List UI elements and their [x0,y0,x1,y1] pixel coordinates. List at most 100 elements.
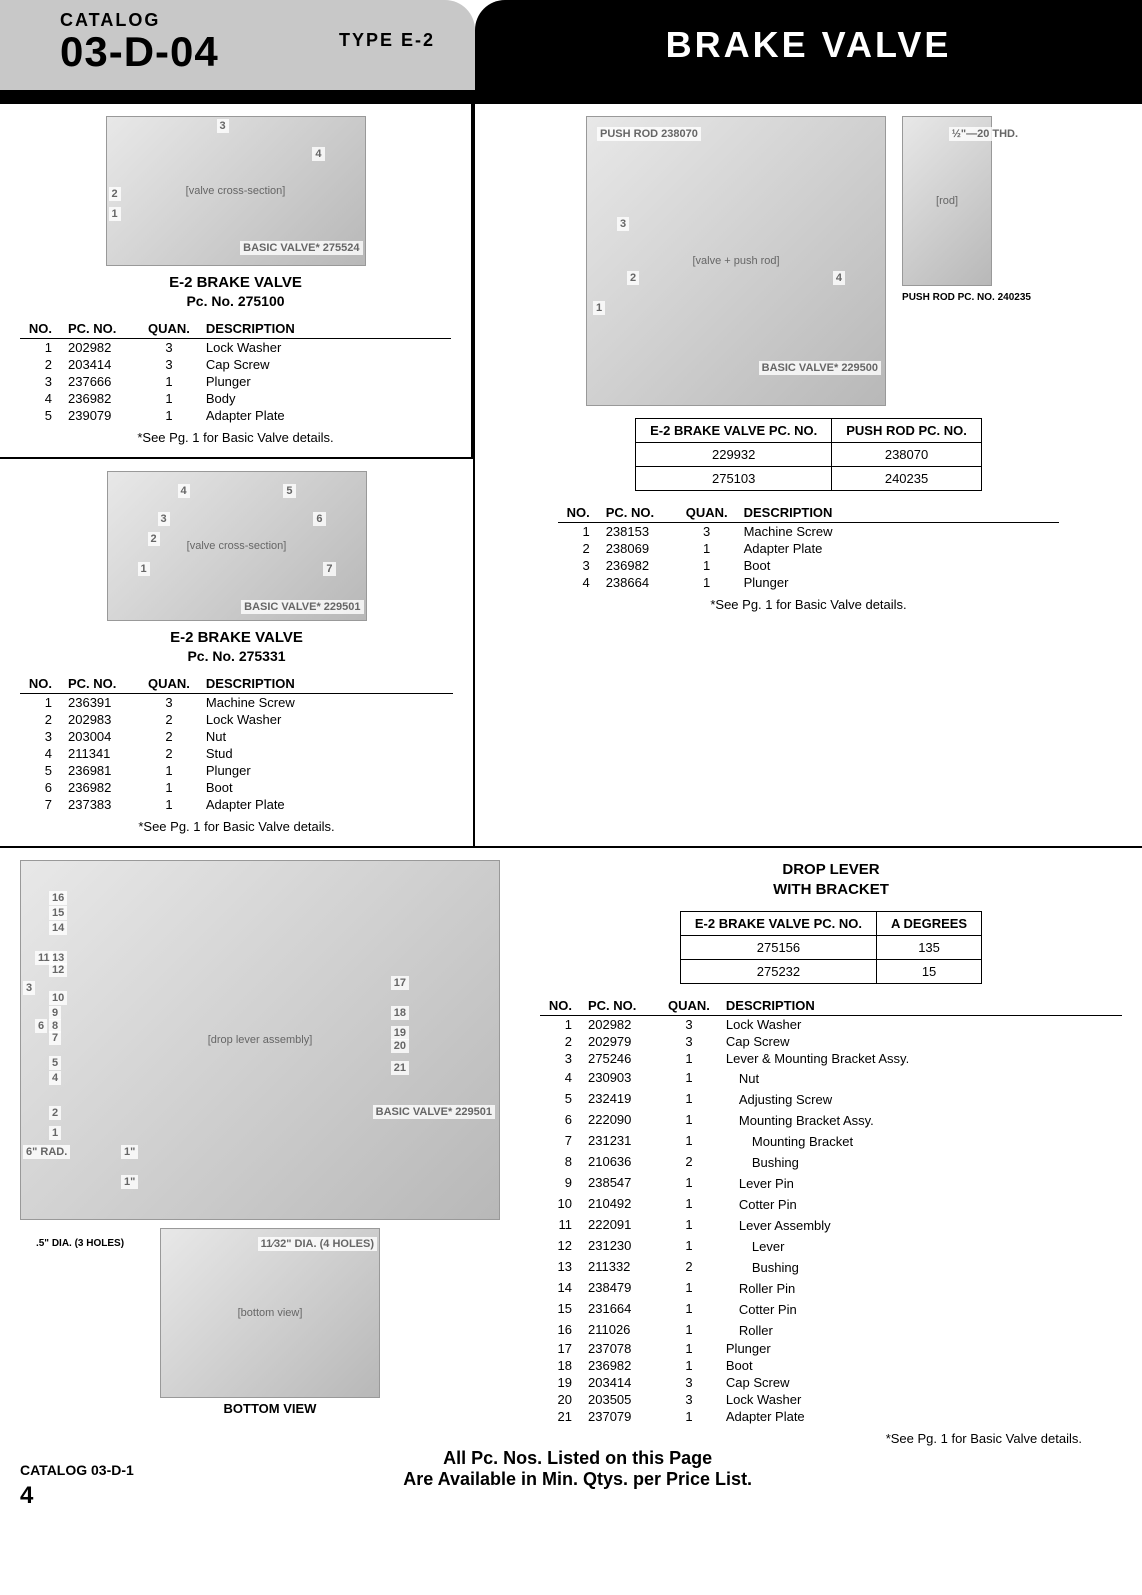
footer-note-1: All Pc. Nos. Listed on this Page [33,1448,1122,1469]
cell-no: 3 [558,557,598,574]
cell: 275232 [680,960,876,984]
table-row: 22034143Cap Screw [20,356,451,373]
section-1: 1 2 3 4 BASIC VALVE* 275524 [valve cross… [0,104,473,459]
cell-qty: 1 [140,373,198,390]
left-column: 1 2 3 4 BASIC VALVE* 275524 [valve cross… [0,104,475,846]
cell-desc: Plunger [198,373,451,390]
cell-pc: 239079 [60,407,140,424]
cell-no: 15 [540,1298,580,1319]
cell-no: 2 [20,356,60,373]
section-4: 3 16 15 14 13 12 11 10 9 8 7 6 5 4 2 1 1… [0,848,1142,1458]
cell-pc: 231664 [580,1298,660,1319]
table-row: 42386641Plunger [558,574,1060,591]
table-row: 22380691Adapter Plate [558,540,1060,557]
table-row: 52390791Adapter Plate [20,407,451,424]
section-1-title: E-2 BRAKE VALVE [20,274,451,291]
cell-qty: 1 [660,1408,718,1425]
diagram-valve-2: 1 2 3 4 5 6 7 BASIC VALVE* 229501 [valve… [107,471,367,621]
cell-desc: Lever & Mounting Bracket Assy. [718,1050,1122,1067]
cell-pc: 236982 [60,779,140,796]
cell-pc: 231231 [580,1130,660,1151]
cell-no: 3 [20,728,60,745]
type-label: TYPE E-2 [339,30,435,51]
section-3: PUSH ROD 238070 1 2 3 4 BASIC VALVE* 229… [475,104,1142,846]
table-row: 12029823Lock Washer [540,1016,1122,1034]
diagram-valve-1: 1 2 3 4 BASIC VALVE* 275524 [valve cross… [106,116,366,266]
cell-desc: Nut [198,728,453,745]
table-row: 22029832Lock Washer [20,711,453,728]
cell-desc: Machine Screw [198,694,453,712]
cell-no: 1 [20,694,60,712]
cell-qty: 2 [140,711,198,728]
table-row: 42113412Stud [20,745,453,762]
cell-qty: 3 [140,356,198,373]
cell-no: 2 [558,540,598,557]
bottom-view-label: BOTTOM VIEW [160,1402,380,1416]
cell: 229932 [636,443,832,467]
cell-desc: Lock Washer [198,339,451,357]
cell-no: 9 [540,1172,580,1193]
cell-no: 16 [540,1319,580,1340]
th-qty: QUAN. [678,503,736,523]
section-3-table: NO. PC. NO. QUAN. DESCRIPTION 12381533Ma… [558,503,1060,591]
th-rod-pcno: PUSH ROD PC. NO. [832,419,982,443]
cell-pc: 210636 [580,1151,660,1172]
page-title: BRAKE VALVE [666,24,952,66]
cell-qty: 3 [660,1391,718,1408]
header-right: BRAKE VALVE [475,0,1142,90]
diagram-drop-lever: 3 16 15 14 13 12 11 10 9 8 7 6 5 4 2 1 1… [20,860,500,1220]
cell-pc: 232419 [580,1088,660,1109]
cell-no: 7 [20,796,60,813]
table-row: 32752461Lever & Mounting Bracket Assy. [540,1050,1122,1067]
cell-desc: Body [198,390,451,407]
cell-pc: 203414 [580,1374,660,1391]
cell-qty: 3 [678,523,736,541]
table-row: 62220901 Mounting Bracket Assy. [540,1109,1122,1130]
page-number: 4 [20,1482,33,1510]
table-row: 52369811Plunger [20,762,453,779]
cell-desc: Stud [198,745,453,762]
cell-desc: Lever Pin [718,1172,1122,1193]
th-no: NO. [540,996,580,1016]
table-row: 202035053Lock Washer [540,1391,1122,1408]
cell-qty: 1 [660,1088,718,1109]
cell-desc: Lock Washer [198,711,453,728]
th-pc: PC. NO. [60,674,140,694]
cell-qty: 1 [660,1298,718,1319]
cell-no: 13 [540,1256,580,1277]
cell-desc: Boot [718,1357,1122,1374]
section-4-data: DROP LEVER WITH BRACKET E-2 BRAKE VALVE … [540,860,1122,1446]
cell-desc: Adjusting Screw [718,1088,1122,1109]
cell-qty: 1 [660,1340,718,1357]
table-row: 62369821Boot [20,779,453,796]
cell-no: 4 [20,745,60,762]
table-row: 32369821Boot [558,557,1060,574]
cell-no: 18 [540,1357,580,1374]
section-2: 1 2 3 4 5 6 7 BASIC VALVE* 229501 [valve… [0,459,473,846]
table-row: 72373831Adapter Plate [20,796,453,813]
cell-pc: 211332 [580,1256,660,1277]
table-row: 152316641 Cotter Pin [540,1298,1122,1319]
table-row: 92385471 Lever Pin [540,1172,1122,1193]
cell-qty: 1 [678,574,736,591]
cell-desc: Boot [736,557,1060,574]
table-row: 42369821Body [20,390,451,407]
table-row: 112220911 Lever Assembly [540,1214,1122,1235]
divider-bar [0,90,1142,104]
th-qty: QUAN. [140,674,198,694]
table-row: 275103240235 [636,467,982,491]
cell-pc: 236982 [60,390,140,407]
th-pc: PC. NO. [580,996,660,1016]
table-row: 142384791 Roller Pin [540,1277,1122,1298]
diagram-bottom-view: 11⁄32" DIA. (4 HOLES) [bottom view] [160,1228,380,1398]
cell-qty: 2 [660,1256,718,1277]
cell-no: 11 [540,1214,580,1235]
cell-qty: 1 [140,407,198,424]
cell-desc: Plunger [736,574,1060,591]
cell-no: 8 [540,1151,580,1172]
cell-pc: 237383 [60,796,140,813]
cell-pc: 211341 [60,745,140,762]
cell-qty: 1 [660,1277,718,1298]
th-pc: PC. NO. [60,319,140,339]
cell-desc: Machine Screw [736,523,1060,541]
